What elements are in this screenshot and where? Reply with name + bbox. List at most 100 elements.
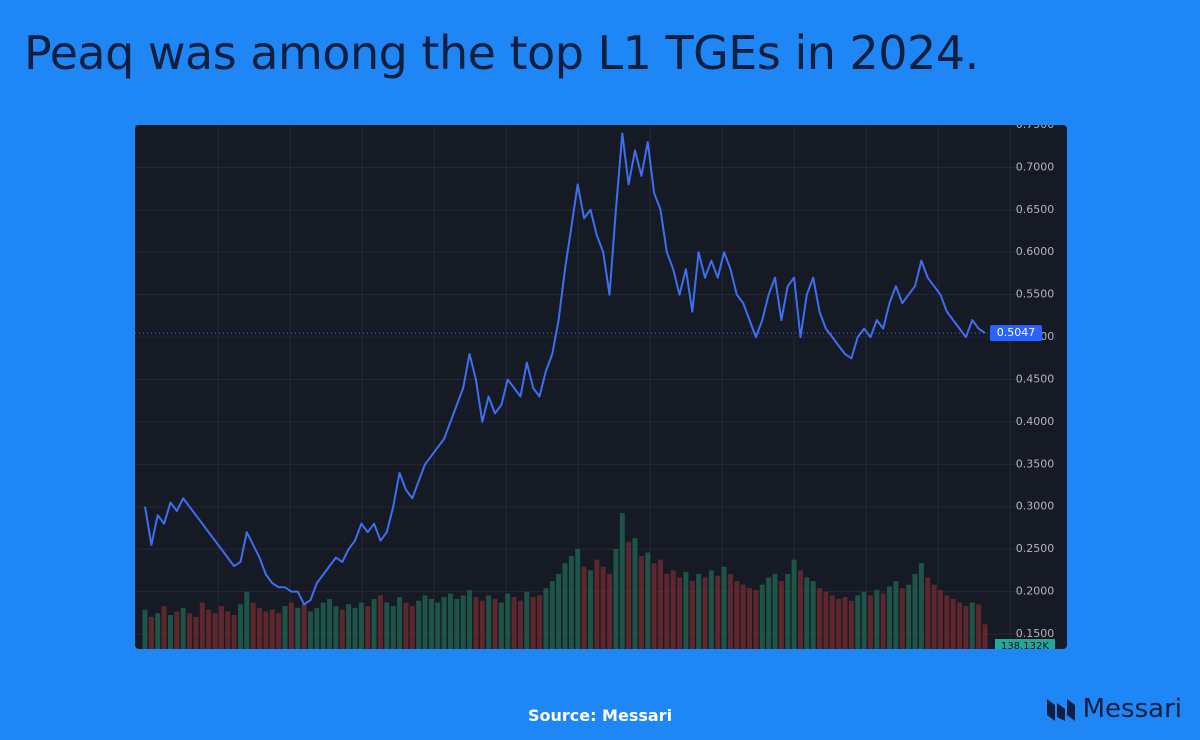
- volume-bar: [861, 591, 867, 649]
- volume-bar: [307, 611, 313, 649]
- volume-bar: [333, 606, 339, 649]
- volume-bar: [517, 600, 523, 649]
- volume-bar: [587, 570, 593, 649]
- volume-bar: [683, 572, 689, 649]
- volume-bar: [759, 584, 765, 649]
- source: Source: Messari: [527, 706, 673, 725]
- volume-bar: [810, 581, 816, 649]
- volume-bar: [155, 613, 161, 649]
- volume-bar: [257, 607, 263, 649]
- volume-bar: [568, 556, 574, 649]
- y-tick-label: 0.1500: [1016, 627, 1055, 640]
- y-tick-label: 0.4500: [1016, 372, 1055, 385]
- brand-name: Messari: [1082, 694, 1182, 724]
- volume-bar: [276, 613, 282, 649]
- volume-bar: [187, 613, 193, 649]
- volume-bar: [677, 577, 683, 649]
- volume-bar: [842, 597, 848, 649]
- volume-bar: [212, 613, 218, 649]
- volume-bar: [486, 595, 492, 649]
- title: Peaq was among the top L1 TGEs in 2024.: [24, 26, 979, 80]
- volume-bar: [397, 597, 403, 649]
- volume-bar: [543, 588, 549, 649]
- volume-bar: [689, 581, 695, 649]
- volume-bar: [626, 541, 632, 649]
- volume-bar: [957, 602, 963, 649]
- volume-bar: [804, 577, 810, 649]
- volume-bar: [575, 548, 581, 649]
- volume-bar: [613, 548, 619, 649]
- y-tick-label: 0.3000: [1016, 500, 1055, 513]
- volume-bar: [199, 602, 205, 649]
- y-tick-label: 0.7500: [1016, 125, 1055, 131]
- volume-bar: [607, 573, 613, 649]
- volume-bar: [530, 597, 536, 649]
- chart: 0.1500 0.2000 0.2500 0.3000 0.3500 0.4000 0.45…: [135, 125, 1067, 649]
- volume-bar: [314, 607, 320, 649]
- volume-bar: [874, 590, 880, 649]
- volume-bar: [467, 590, 473, 649]
- volume-bar: [365, 606, 371, 649]
- volume-bar: [670, 570, 676, 649]
- brand: Messari: [1046, 694, 1182, 724]
- volume-bar: [441, 597, 447, 649]
- volume-bar: [288, 602, 294, 649]
- volume-bar: [269, 609, 275, 649]
- volume-bar: [295, 607, 301, 649]
- volume-bar: [479, 600, 485, 649]
- last-price-label: 0.5047: [997, 326, 1036, 339]
- volume-bar: [937, 590, 943, 649]
- y-tick-label: 0.4000: [1016, 415, 1055, 428]
- volume-bar: [180, 607, 186, 649]
- volume-bar: [982, 624, 988, 649]
- volume-bar: [696, 573, 702, 649]
- volume-bar: [511, 597, 517, 649]
- volume-bar: [524, 591, 530, 649]
- volume-label: 138.132K: [1001, 641, 1049, 649]
- volume-bar: [352, 607, 358, 649]
- volume-bar: [702, 577, 708, 649]
- volume-bar: [925, 577, 931, 649]
- volume-bar: [600, 566, 606, 649]
- volume-bar: [906, 584, 912, 649]
- volume-bar: [492, 598, 498, 649]
- volume-bar: [969, 602, 975, 649]
- price-line: [144, 132, 986, 606]
- volume-bar: [734, 581, 740, 649]
- volume-bar: [893, 581, 899, 649]
- volume-bar: [206, 609, 212, 649]
- volume-bar: [740, 584, 746, 649]
- volume-bar: [556, 573, 562, 649]
- volume-bar: [142, 609, 148, 649]
- volume-bar: [829, 595, 835, 649]
- volume-bar: [320, 602, 326, 649]
- volume-bar: [562, 563, 568, 649]
- volume-bar: [161, 606, 167, 649]
- volume-bar: [435, 602, 441, 649]
- volume-bar: [594, 559, 600, 649]
- y-tick-label: 0.3500: [1016, 457, 1055, 470]
- brand-logo: [1046, 699, 1075, 721]
- volume-bar: [708, 570, 714, 649]
- volume-bar: [244, 591, 250, 649]
- volume-bar: [263, 611, 269, 649]
- volume-bar: [422, 595, 428, 649]
- volume-bar: [912, 573, 918, 649]
- volume-bar: [174, 611, 180, 649]
- volume-bar: [193, 616, 199, 649]
- volume-bar: [664, 573, 670, 649]
- volume-bar: [778, 581, 784, 649]
- y-tick-label: 0.2000: [1016, 585, 1055, 598]
- volume-bar: [772, 573, 778, 649]
- volume-bar: [944, 595, 950, 649]
- y-tick-label: 0.5500: [1016, 288, 1055, 301]
- volume-bar: [753, 590, 759, 649]
- volume-bar: [167, 615, 173, 649]
- volume-bar: [638, 556, 644, 649]
- volume-bar: [218, 606, 224, 649]
- volume-bar: [454, 598, 460, 649]
- volume-bar: [428, 598, 434, 649]
- volume-bar: [880, 593, 886, 649]
- volume-bar: [785, 573, 791, 649]
- volume-bar: [791, 559, 797, 649]
